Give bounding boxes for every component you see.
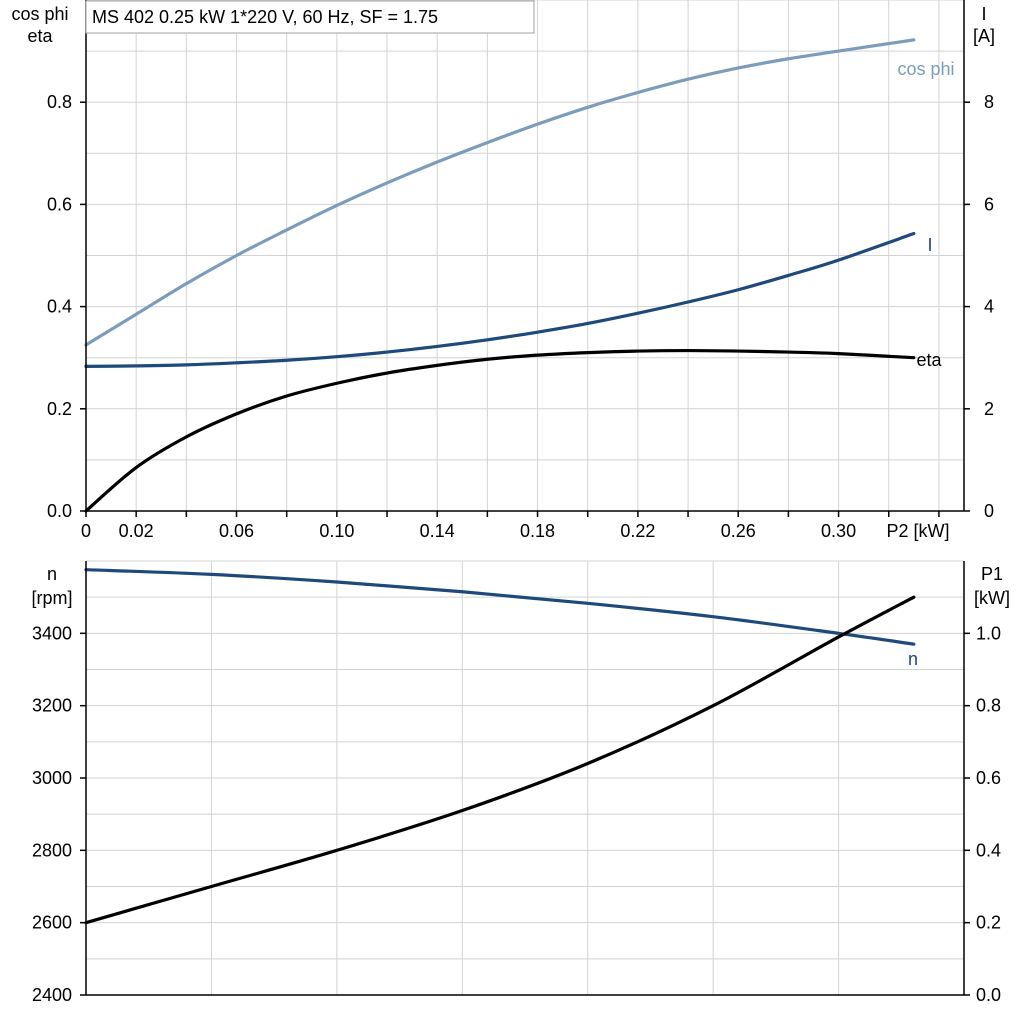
bottom-left-tick-label: 3400 xyxy=(32,623,72,643)
top-x-tick-label: 0.10 xyxy=(319,521,354,541)
series-label-cos-phi: cos phi xyxy=(897,59,954,79)
bottom-right-axis-label-line1: P1 xyxy=(981,564,1003,584)
bottom-series-n xyxy=(84,568,916,646)
title-box: MS 402 0.25 kW 1*220 V, 60 Hz, SF = 1.75 xyxy=(85,0,535,34)
bottom-right-tick-label: 1.0 xyxy=(976,623,1001,643)
top-x-tick-label: 0.30 xyxy=(821,521,856,541)
top-right-tick-label: 4 xyxy=(984,297,994,317)
series-label-eta: eta xyxy=(916,350,942,370)
bottom-left-tick-label: 3000 xyxy=(32,768,72,788)
top-left-axis-label-line1: cos phi xyxy=(11,4,68,24)
top-right-tick-label: 8 xyxy=(984,92,994,112)
top-right-tick-label: 6 xyxy=(984,194,994,214)
bottom-right-tick-label: 0.4 xyxy=(976,840,1001,860)
bottom-left-tick-label: 3200 xyxy=(32,696,72,716)
top-plot-axes: 0.0 0.2 0.4 0.6 0.8 0 2 4 6 8 0 0.02 0.06 0.10 0.14 0.1… xyxy=(47,0,994,541)
title-box-text: MS 402 0.25 kW 1*220 V, 60 Hz, SF = 1.75 xyxy=(92,7,438,27)
top-right-axis-label-line2: [A] xyxy=(973,26,995,46)
axis-and-series-labels: cos phi eta I [A] P2 [kW] n [rpm] P1 [kW… xyxy=(11,4,1010,669)
top-left-tick-label: 0.4 xyxy=(47,297,72,317)
top-x-tick-label: 0.18 xyxy=(520,521,555,541)
top-x-tick-label: 0.02 xyxy=(119,521,154,541)
bottom-right-tick-label: 0.2 xyxy=(976,913,1001,933)
top-x-tick-label: 0.26 xyxy=(721,521,756,541)
top-left-tick-label: 0.8 xyxy=(47,92,72,112)
top-x-axis-label: P2 [kW] xyxy=(886,521,949,541)
top-x-tick-label: 0 xyxy=(81,521,91,541)
bottom-plot-series xyxy=(84,568,916,925)
top-plot-grid xyxy=(86,0,964,511)
bottom-plot-grid xyxy=(86,560,964,995)
top-x-tick-label: 0.06 xyxy=(219,521,254,541)
top-left-axis-label-line2: eta xyxy=(27,26,53,46)
top-left-tick-label: 0.2 xyxy=(47,399,72,419)
top-x-tick-label: 0.22 xyxy=(620,521,655,541)
bottom-right-tick-label: 0.6 xyxy=(976,768,1001,788)
bottom-left-axis-label-line2: [rpm] xyxy=(31,588,72,608)
top-plot-series xyxy=(84,38,916,513)
top-series-eta xyxy=(84,348,916,513)
top-left-tick-label: 0.0 xyxy=(47,501,72,521)
bottom-right-tick-label: 0.8 xyxy=(976,696,1001,716)
bottom-series-p1 xyxy=(84,595,916,925)
top-right-axis-label-line1: I xyxy=(981,4,986,24)
bottom-plot-axes: 2400 2600 2800 3000 3200 3400 0.0 0.2 0.4 0.6 0.8 1… xyxy=(32,561,1001,1005)
top-left-tick-label: 0.6 xyxy=(47,194,72,214)
series-label-speed: n xyxy=(908,649,918,669)
top-series-cos-phi xyxy=(84,38,916,347)
top-x-tick-label: 0.14 xyxy=(420,521,455,541)
title-box-frame xyxy=(85,0,535,34)
bottom-left-tick-label: 2600 xyxy=(32,913,72,933)
top-right-tick-label: 0 xyxy=(984,501,994,521)
bottom-right-axis-label-line2: [kW] xyxy=(974,588,1010,608)
top-right-tick-label: 2 xyxy=(984,399,994,419)
bottom-left-axis-label-line1: n xyxy=(47,564,57,584)
series-label-current: I xyxy=(927,235,932,255)
top-series-i xyxy=(84,231,916,368)
bottom-left-tick-label: 2800 xyxy=(32,840,72,860)
bottom-right-tick-label: 0.0 xyxy=(976,985,1001,1005)
bottom-left-tick-label: 2400 xyxy=(32,985,72,1005)
